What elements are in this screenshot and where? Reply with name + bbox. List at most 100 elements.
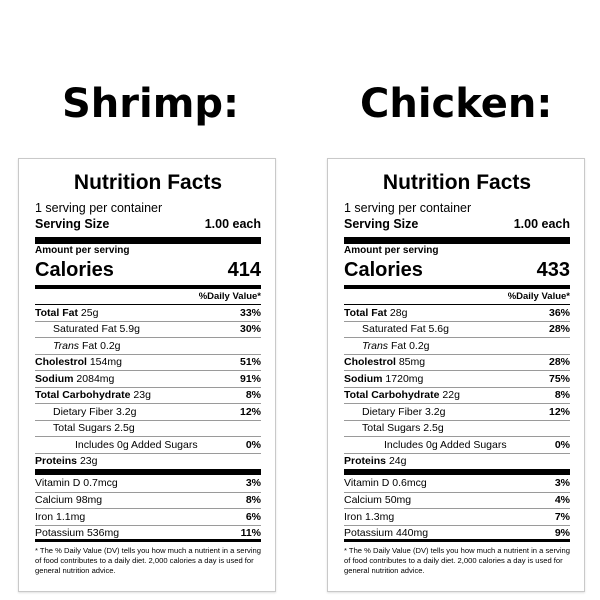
row-dietary-fiber: Dietary Fiber 3.2g 12%	[344, 403, 570, 420]
medium-divider	[35, 285, 261, 289]
nutrient-amount: 50mg	[384, 494, 412, 507]
nutrient-name: Includes 0g Added Sugars	[384, 438, 507, 451]
nutrient-label: Iron 1.3mg	[344, 511, 394, 523]
nutrient-amount: 28g	[389, 306, 408, 319]
nutrient-daily-value: 91%	[239, 372, 261, 385]
calories-label: Calories	[35, 259, 114, 281]
nutrient-name: Saturated Fat	[362, 323, 426, 336]
nutrient-amount: 23g	[133, 389, 151, 402]
nutrient-label: Potassium 440mg	[344, 527, 428, 539]
nutrient-daily-value: 51%	[239, 356, 261, 369]
nutrient-name: Proteins	[344, 455, 387, 468]
serving-size-value: 1.00 each	[513, 217, 570, 231]
nutrient-rows: Total Fat 25g 33% Saturated Fat 5.9g 30%…	[35, 304, 261, 541]
nutrition-facts-title: Nutrition Facts	[73, 171, 223, 194]
nutrient-name: Iron	[35, 510, 54, 523]
nutrient-name: Trans	[53, 339, 80, 352]
nutrient-amount: 24g	[388, 455, 407, 468]
nutrient-amount: 0.7mcg	[83, 477, 118, 490]
nutrient-amount: 23g	[79, 455, 98, 468]
row-iron: Iron 1.3mg 7%	[344, 508, 570, 525]
calories-row: Calories 433	[344, 257, 570, 283]
nutrient-name: Total Sugars	[362, 422, 421, 435]
row-saturated-fat: Saturated Fat 5.9g 30%	[35, 320, 261, 338]
nutrient-daily-value: 30%	[239, 323, 261, 336]
row-total-sugars: Total Sugars 2.5g	[35, 419, 261, 437]
nutrition-facts-title: Nutrition Facts	[382, 171, 532, 194]
nutrient-label: Includes 0g Added Sugars	[344, 439, 507, 451]
nutrient-daily-value: 8%	[245, 389, 261, 402]
nutrient-label: Total Fat 25g	[35, 307, 98, 319]
shrimp-nutrition-label: Nutrition Facts 1 serving per container S…	[18, 158, 276, 592]
nutrient-name: Total Carbohydrate	[35, 389, 131, 402]
row-total-fat: Total Fat 25g 33%	[35, 304, 261, 321]
footnote-divider	[344, 539, 570, 542]
calories-value: 414	[227, 259, 261, 281]
nutrient-label: Trans Fat 0.2g	[35, 340, 121, 352]
row-total-sugars: Total Sugars 2.5g	[344, 419, 570, 437]
nutrient-amount: 22g	[442, 389, 460, 402]
nutrient-daily-value: 11%	[240, 527, 261, 540]
row-total-fat: Total Fat 28g 36%	[344, 304, 570, 321]
nutrient-name: Sodium	[35, 372, 74, 385]
nutrient-amount: Fat 0.2g	[81, 339, 121, 352]
nutrient-amount: 0.6mcg	[392, 477, 427, 490]
nutrient-label: Dietary Fiber 3.2g	[35, 406, 136, 418]
servings-per-container: 1 serving per container	[35, 201, 163, 215]
nutrient-daily-value: 8%	[554, 389, 570, 402]
chicken-nutrition-label: Nutrition Facts 1 serving per container S…	[327, 158, 585, 592]
row-vitamin-d: Vitamin D 0.7mcg 3%	[35, 475, 261, 492]
row-includes-0g-added-sugars: Includes 0g Added Sugars 0%	[35, 436, 261, 453]
serving-size-row: Serving Size 1.00 each	[35, 216, 261, 232]
nutrient-daily-value: 0%	[245, 438, 261, 451]
row-total-carbohydrate: Total Carbohydrate 22g 8%	[344, 386, 570, 404]
nutrient-daily-value: 7%	[554, 510, 570, 523]
footnote: * The % Daily Value (DV) tells you how m…	[344, 546, 570, 575]
nutrient-daily-value: 4%	[554, 494, 570, 507]
row-proteins: Proteins 24g	[344, 452, 570, 470]
nutrient-amount: 5.6g	[428, 323, 449, 336]
calories-value: 433	[536, 259, 570, 281]
row-sodium: Sodium 2084mg 91%	[35, 370, 261, 387]
nutrient-label: Total Sugars 2.5g	[344, 422, 444, 434]
nutrient-label: Saturated Fat 5.6g	[344, 323, 449, 335]
nutrient-name: Dietary Fiber	[362, 405, 423, 418]
nutrient-label: Sodium 2084mg	[35, 373, 114, 385]
nutrient-label: Calcium 98mg	[35, 494, 102, 506]
row-cholestrol: Cholestrol 154mg 51%	[35, 353, 261, 371]
nutrient-amount: 440mg	[395, 527, 429, 540]
nutrient-daily-value: 12%	[548, 405, 570, 418]
nutrient-label: Includes 0g Added Sugars	[35, 439, 198, 451]
calories-row: Calories 414	[35, 257, 261, 283]
row-includes-0g-added-sugars: Includes 0g Added Sugars 0%	[344, 436, 570, 453]
shrimp-heading: Shrimp:	[62, 81, 240, 127]
nutrient-amount: 25g	[80, 306, 99, 319]
thick-divider	[35, 237, 261, 244]
nutrient-daily-value: 3%	[554, 477, 570, 490]
nutrient-name: Potassium	[344, 527, 394, 540]
nutrient-name: Saturated Fat	[53, 323, 117, 336]
nutrient-label: Saturated Fat 5.9g	[35, 323, 140, 335]
nutrient-label: Proteins 23g	[35, 455, 97, 467]
nutrient-name: Proteins	[35, 455, 78, 468]
nutrient-name: Vitamin D	[344, 477, 390, 490]
nutrient-amount: 1.3mg	[365, 510, 395, 523]
nutrient-label: Total Sugars 2.5g	[35, 422, 135, 434]
nutrient-daily-value: 8%	[245, 494, 261, 507]
footnote: * The % Daily Value (DV) tells you how m…	[35, 546, 261, 575]
nutrient-label: Vitamin D 0.7mcg	[35, 477, 118, 489]
nutrient-name: Potassium	[35, 527, 85, 540]
nutrient-amount: Fat 0.2g	[390, 339, 430, 352]
nutrient-daily-value: 0%	[554, 438, 570, 451]
row-sodium: Sodium 1720mg 75%	[344, 370, 570, 387]
nutrient-name: Cholestrol	[344, 356, 396, 369]
nutrient-name: Cholestrol	[35, 356, 87, 369]
nutrient-daily-value: 3%	[245, 477, 261, 490]
nutrient-name: Total Sugars	[53, 422, 112, 435]
row-calcium: Calcium 98mg 8%	[35, 491, 261, 509]
nutrient-daily-value: 36%	[548, 306, 570, 319]
row-total-carbohydrate: Total Carbohydrate 23g 8%	[35, 386, 261, 404]
nutrient-label: Proteins 24g	[344, 455, 406, 467]
nutrient-name: Vitamin D	[35, 477, 81, 490]
row-vitamin-d: Vitamin D 0.6mcg 3%	[344, 475, 570, 492]
